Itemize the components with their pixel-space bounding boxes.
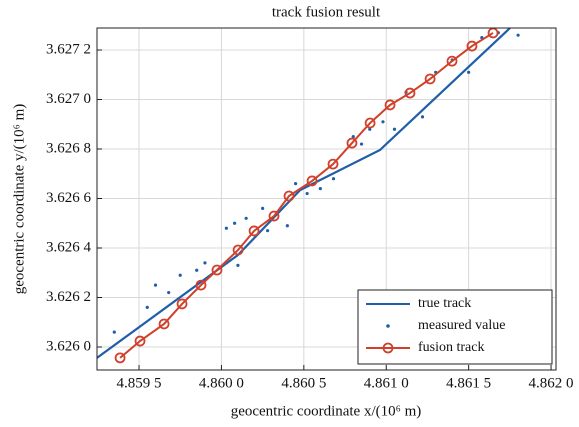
legend: true track measured value fusion track [357, 289, 553, 365]
legend-swatch [382, 342, 394, 354]
x-tick-label: 4.860 0 [199, 375, 244, 391]
legend-label: fusion track [418, 340, 484, 355]
measured-point [351, 135, 355, 139]
fusion-marker [384, 99, 396, 111]
measured-point [178, 273, 182, 277]
axes-frame [96, 27, 557, 371]
measured-point [236, 263, 240, 267]
measured-point [392, 127, 397, 131]
measured-point [224, 226, 228, 230]
y-axis-label: geocentric coordinate y/(10⁶ m) [11, 104, 27, 295]
measured-point [233, 221, 237, 225]
y-tick-label: 3.627 2 [46, 41, 91, 57]
fusion-marker [424, 73, 436, 85]
x-tick-label: 4.861 5 [446, 375, 491, 391]
y-tick-label: 3.626 8 [46, 140, 91, 156]
measured-point [112, 330, 116, 334]
fusion-marker [364, 117, 376, 129]
measured-point [331, 177, 336, 181]
measured-point [265, 229, 270, 233]
y-tick-label: 3.626 4 [46, 239, 92, 255]
x-tick-label: 4.860 5 [281, 375, 326, 391]
fusion-marker [158, 318, 170, 330]
fusion-marker [176, 298, 188, 310]
measured-point [368, 127, 372, 131]
x-tick-label: 4.859 5 [117, 375, 162, 391]
legend-swatch [386, 324, 390, 328]
measured-point [467, 70, 471, 74]
y-tick-label: 3.627 0 [46, 91, 91, 107]
x-tick-label: 4.862 0 [529, 375, 574, 391]
measured-point [285, 224, 289, 228]
fusion-marker [211, 264, 223, 276]
measured-point [318, 187, 322, 191]
fusion-marker [327, 158, 339, 170]
measured-point [153, 283, 158, 287]
fusion-marker [195, 279, 207, 291]
true-track-line [97, 28, 511, 359]
fusion-marker [134, 335, 146, 347]
legend-label: true track [418, 296, 471, 311]
chart-title: track fusion result [272, 4, 381, 20]
measured-point [261, 206, 265, 211]
fusion-marker [404, 87, 416, 99]
fusion-marker [346, 137, 358, 149]
fusion-marker [446, 55, 458, 67]
y-tick-label: 3.626 6 [46, 190, 92, 206]
measured-point [167, 290, 171, 295]
measured-point [195, 268, 199, 272]
measured-point [381, 120, 385, 124]
fusion-marker [306, 175, 318, 187]
x-tick-label: 4.861 0 [364, 375, 409, 391]
measured-point [516, 33, 520, 37]
legend-label: measured value [418, 318, 505, 333]
fusion-marker [114, 352, 126, 364]
fusion-marker [268, 210, 280, 222]
measured-point [359, 142, 364, 146]
measured-point [244, 216, 248, 220]
plot-area [97, 28, 520, 364]
measured-point [203, 261, 207, 265]
measured-point [293, 182, 298, 186]
fusion-marker [248, 225, 260, 237]
measured-point [145, 305, 149, 309]
y-tick-label: 3.626 0 [46, 338, 91, 354]
fusion-marker [232, 244, 244, 256]
fusion-marker [466, 40, 478, 52]
y-tick-label: 3.626 2 [46, 289, 91, 305]
x-axis-label: geocentric coordinate x/(10⁶ m) [231, 403, 422, 419]
measured-point [420, 115, 425, 119]
measured-point [305, 191, 309, 196]
fusion-marker [283, 190, 295, 202]
